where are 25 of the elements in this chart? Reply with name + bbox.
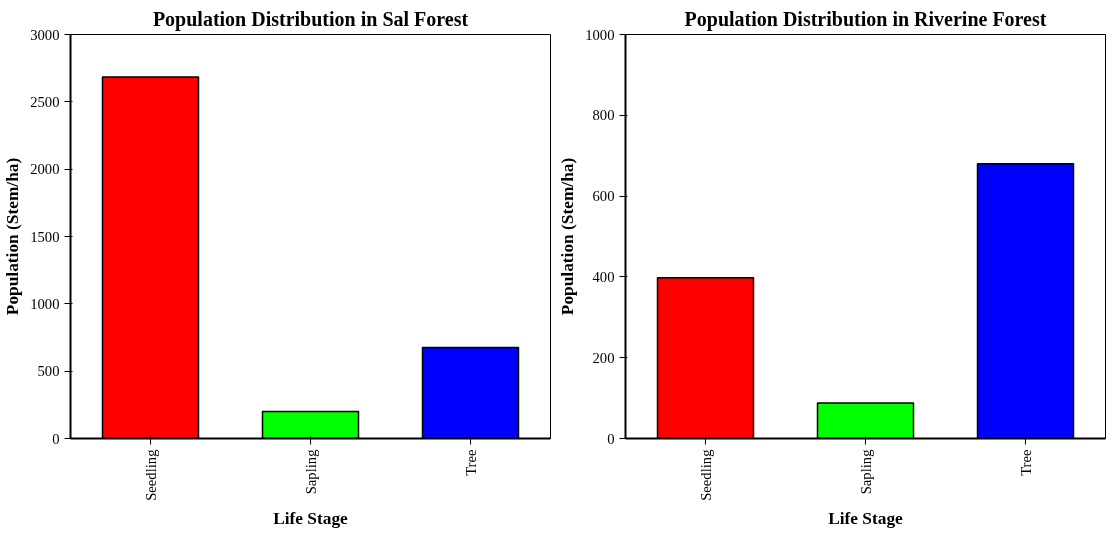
x-axis-title: Life Stage	[828, 508, 904, 528]
x-tick-label: Seedling	[697, 448, 714, 501]
y-tick-label: 200	[592, 349, 615, 366]
y-tick-label: 500	[37, 363, 60, 380]
y-tick-label: 3000	[30, 26, 60, 43]
y-axis-title: Population (Stem/ha)	[558, 157, 578, 316]
chart-title: Population Distribution in Riverine Forest	[684, 7, 1047, 31]
y-tick-label: 1000	[30, 295, 60, 312]
x-axis-title: Life Stage	[273, 508, 349, 528]
y-tick-label: 400	[592, 268, 615, 285]
x-tick-label: Tree	[462, 449, 479, 476]
chart-title: Population Distribution in Sal Forest	[152, 7, 469, 31]
y-tick-label: 1000	[585, 26, 615, 43]
x-tick-label: Sapling	[302, 448, 319, 495]
y-axis-title: Population (Stem/ha)	[3, 157, 23, 316]
x-tick-label: Tree	[1017, 449, 1034, 476]
y-tick-label: 600	[592, 188, 615, 205]
y-tick-label: 800	[592, 107, 615, 124]
y-tick-label: 2500	[30, 93, 60, 110]
x-tick-label: Seedling	[142, 448, 159, 501]
y-tick-label: 2000	[30, 161, 60, 178]
y-tick-label: 0	[52, 430, 60, 447]
y-tick-label: 0	[607, 430, 615, 447]
x-tick-label: Sapling	[857, 448, 874, 495]
y-tick-label: 1500	[30, 228, 60, 245]
